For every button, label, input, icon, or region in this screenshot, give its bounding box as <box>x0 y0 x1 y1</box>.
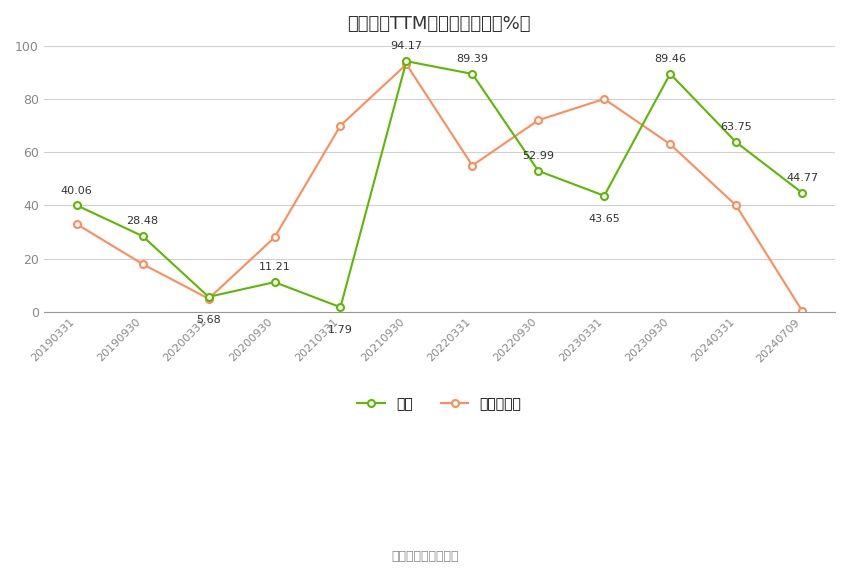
Text: 94.17: 94.17 <box>390 41 422 52</box>
行业中位数 <box>665 141 675 148</box>
公司 <box>269 279 280 286</box>
公司 <box>533 167 543 174</box>
公司 <box>203 293 213 300</box>
行业中位数 <box>336 122 346 129</box>
Text: 89.46: 89.46 <box>654 54 686 64</box>
公司 <box>401 58 411 64</box>
行业中位数 <box>468 162 478 169</box>
行业中位数 <box>401 61 411 68</box>
Text: 5.68: 5.68 <box>196 315 221 325</box>
公司 <box>468 71 478 78</box>
公司 <box>71 202 82 209</box>
行业中位数 <box>71 221 82 228</box>
行业中位数 <box>731 202 741 209</box>
Text: 63.75: 63.75 <box>720 122 752 132</box>
公司 <box>599 192 609 199</box>
行业中位数 <box>797 307 808 314</box>
Legend: 公司, 行业中位数: 公司, 行业中位数 <box>352 392 527 417</box>
Text: 11.21: 11.21 <box>258 262 291 273</box>
公司 <box>731 139 741 145</box>
Text: 40.06: 40.06 <box>61 186 93 196</box>
行业中位数 <box>203 295 213 302</box>
行业中位数 <box>269 234 280 241</box>
Text: 43.65: 43.65 <box>588 214 620 224</box>
Text: 1.79: 1.79 <box>328 325 353 335</box>
公司 <box>665 70 675 77</box>
Line: 公司: 公司 <box>73 58 806 310</box>
Text: 52.99: 52.99 <box>522 151 554 161</box>
公司 <box>797 189 808 196</box>
Title: 市净率（TTM）历史百分位（%）: 市净率（TTM）历史百分位（%） <box>348 15 531 33</box>
Text: 89.39: 89.39 <box>456 54 489 64</box>
Line: 行业中位数: 行业中位数 <box>73 61 806 314</box>
公司 <box>138 233 148 240</box>
Text: 28.48: 28.48 <box>127 216 159 227</box>
行业中位数 <box>599 95 609 102</box>
公司 <box>336 304 346 310</box>
Text: 数据来源：恒生聚源: 数据来源：恒生聚源 <box>391 550 459 564</box>
Text: 44.77: 44.77 <box>786 173 818 183</box>
行业中位数 <box>138 260 148 267</box>
行业中位数 <box>533 117 543 124</box>
